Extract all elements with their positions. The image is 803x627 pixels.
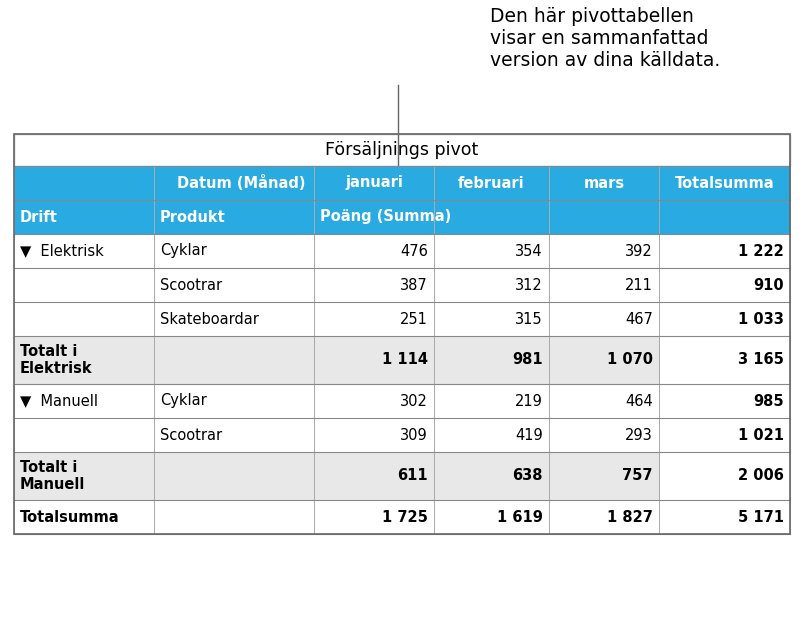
- Text: 315: 315: [515, 312, 542, 327]
- Bar: [658, 336, 789, 384]
- Bar: [14, 384, 789, 418]
- Bar: [14, 500, 789, 534]
- Text: 611: 611: [397, 468, 427, 483]
- Text: 302: 302: [400, 394, 427, 409]
- Text: 1 114: 1 114: [381, 352, 427, 367]
- Bar: [14, 452, 789, 500]
- Text: 476: 476: [400, 243, 427, 258]
- Text: mars: mars: [583, 176, 624, 191]
- Text: 219: 219: [515, 394, 542, 409]
- Bar: [14, 134, 789, 166]
- Bar: [314, 336, 658, 384]
- Text: ▼  Elektrisk: ▼ Elektrisk: [20, 243, 104, 258]
- Bar: [14, 336, 789, 384]
- Text: Försäljnings pivot: Försäljnings pivot: [325, 141, 478, 159]
- Text: Cyklar: Cyklar: [160, 394, 206, 409]
- Text: 293: 293: [625, 428, 652, 443]
- Bar: [14, 134, 789, 534]
- Text: Poäng (Summa): Poäng (Summa): [320, 209, 450, 224]
- Bar: [314, 452, 658, 500]
- Text: 910: 910: [752, 278, 783, 293]
- Text: 757: 757: [622, 468, 652, 483]
- Text: 419: 419: [515, 428, 542, 443]
- Text: 211: 211: [625, 278, 652, 293]
- Text: 1 070: 1 070: [606, 352, 652, 367]
- Text: 1 725: 1 725: [381, 510, 427, 525]
- Text: Cyklar: Cyklar: [160, 243, 206, 258]
- Text: 387: 387: [400, 278, 427, 293]
- Text: 5 171: 5 171: [737, 510, 783, 525]
- Text: Drift: Drift: [20, 209, 58, 224]
- Text: Den här pivottabellen
visar en sammanfattad
version av dina källdata.: Den här pivottabellen visar en sammanfat…: [489, 7, 719, 70]
- Text: 467: 467: [625, 312, 652, 327]
- Text: Totalsumma: Totalsumma: [20, 510, 120, 525]
- Text: 2 006: 2 006: [737, 468, 783, 483]
- Text: Skateboardar: Skateboardar: [160, 312, 259, 327]
- Bar: [14, 166, 789, 200]
- Text: 638: 638: [512, 468, 542, 483]
- Text: februari: februari: [458, 176, 524, 191]
- Bar: [14, 200, 789, 234]
- Text: 1 222: 1 222: [737, 243, 783, 258]
- Text: Produkt: Produkt: [160, 209, 226, 224]
- Text: 981: 981: [512, 352, 542, 367]
- Text: Scootrar: Scootrar: [160, 428, 222, 443]
- Text: 1 827: 1 827: [606, 510, 652, 525]
- Text: Totalt i
Manuell: Totalt i Manuell: [20, 460, 85, 492]
- Text: 985: 985: [752, 394, 783, 409]
- Text: 309: 309: [400, 428, 427, 443]
- Bar: [14, 268, 789, 302]
- Text: 1 033: 1 033: [737, 312, 783, 327]
- Bar: [14, 234, 789, 268]
- Bar: [14, 418, 789, 452]
- Text: januari: januari: [344, 176, 402, 191]
- Text: 1 021: 1 021: [737, 428, 783, 443]
- Text: 392: 392: [625, 243, 652, 258]
- Text: 1 619: 1 619: [496, 510, 542, 525]
- Bar: [14, 302, 789, 336]
- Text: ▼  Manuell: ▼ Manuell: [20, 394, 98, 409]
- Text: Totalt i
Elektrisk: Totalt i Elektrisk: [20, 344, 92, 376]
- Text: 354: 354: [515, 243, 542, 258]
- Text: Scootrar: Scootrar: [160, 278, 222, 293]
- Text: 312: 312: [515, 278, 542, 293]
- Text: Totalsumma: Totalsumma: [674, 176, 773, 191]
- Text: Datum (Månad): Datum (Månad): [177, 175, 306, 191]
- Text: 464: 464: [625, 394, 652, 409]
- Bar: [658, 452, 789, 500]
- Text: 3 165: 3 165: [737, 352, 783, 367]
- Text: 251: 251: [400, 312, 427, 327]
